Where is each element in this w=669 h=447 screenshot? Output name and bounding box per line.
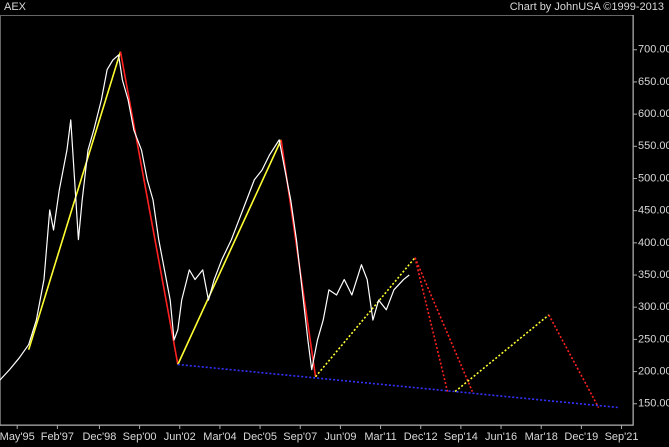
x-tick-label: May'95 xyxy=(0,431,35,443)
x-tick-label: Mar'18 xyxy=(525,431,558,443)
price-line xyxy=(0,54,410,381)
trend-line xyxy=(548,314,600,408)
x-tick-label: Feb'97 xyxy=(41,431,74,443)
x-tick-label: Dec'05 xyxy=(243,431,277,443)
trend-line xyxy=(177,139,282,365)
trend-line xyxy=(414,257,474,392)
y-tick-label: 350.00 xyxy=(638,269,669,281)
x-tick-label: Sep'00 xyxy=(123,431,157,443)
chart-title: AEX xyxy=(4,1,27,13)
x-tick-label: Dec'98 xyxy=(82,431,116,443)
x-tick-label: Jun'02 xyxy=(164,431,196,443)
chart-credit: Chart by JohnUSA ©1999-2013 xyxy=(510,1,664,13)
trend-line xyxy=(414,257,449,392)
y-tick-label: 650.00 xyxy=(638,76,669,88)
x-tick-label: Dec'19 xyxy=(564,431,598,443)
x-tick-label: Mar'04 xyxy=(203,431,236,443)
y-tick-label: 250.00 xyxy=(638,333,669,345)
x-tick-label: Jun'16 xyxy=(485,431,517,443)
x-tick-label: Dec'12 xyxy=(404,431,438,443)
y-tick-label: 400.00 xyxy=(638,237,669,249)
y-tick-label: 600.00 xyxy=(638,108,669,120)
trend-line xyxy=(27,51,122,350)
y-tick-label: 150.00 xyxy=(638,398,669,410)
plot-frame xyxy=(0,15,634,426)
x-tick-label: Mar'11 xyxy=(364,431,396,443)
x-tick-label: Sep'07 xyxy=(283,431,317,443)
trend-line xyxy=(454,314,550,393)
x-tick-label: Sep'21 xyxy=(605,431,639,443)
y-tick-label: 450.00 xyxy=(638,205,669,217)
trend-line xyxy=(119,51,179,365)
y-tick-label: 700.00 xyxy=(638,44,669,56)
trend-line xyxy=(314,257,416,378)
x-tick-label: Jun'09 xyxy=(324,431,356,443)
x-tick-label: Sep'14 xyxy=(444,431,478,443)
trend-line xyxy=(177,363,620,409)
y-tick-label: 300.00 xyxy=(638,301,669,313)
y-tick-label: 200.00 xyxy=(638,365,669,377)
y-tick-label: 550.00 xyxy=(638,140,669,152)
y-tick-label: 500.00 xyxy=(638,172,669,184)
